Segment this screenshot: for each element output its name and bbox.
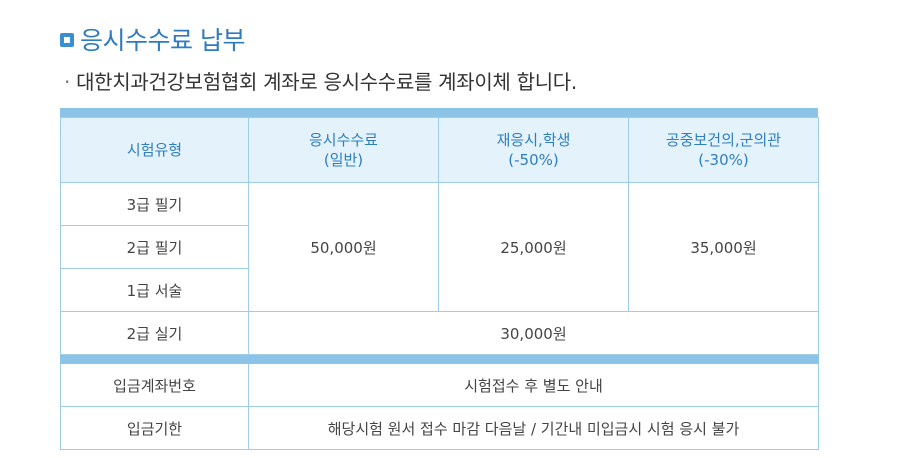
practical-type-cell: 2급 실기 — [60, 311, 249, 355]
section-heading: 응시수수료 납부 — [60, 22, 245, 56]
retake-fee-cell: 25,000원 — [438, 182, 629, 312]
table-header-row: 시험유형 응시수수료 (일반) 재응시,학생 (-50%) 공중보건의,군의관 (-3… — [60, 117, 819, 183]
table-row: 3급 필기 50,000원 25,000원 35,000원 — [60, 182, 819, 312]
square-bullet-icon — [60, 33, 74, 47]
header-general-fee: 응시수수료 (일반) — [248, 117, 439, 183]
public-military-fee-cell: 35,000원 — [628, 182, 819, 312]
section-description: · 대한치과건강보험협회 계좌로 응시수수료를 계좌이체 합니다. — [64, 66, 577, 95]
bullet-dot: · — [64, 70, 71, 94]
practical-fee-cell: 30,000원 — [248, 311, 819, 355]
general-fee-cell: 50,000원 — [248, 182, 439, 312]
table-row: 1급 서술 — [60, 268, 819, 312]
exam-type-cell: 1급 서술 — [60, 268, 249, 312]
deadline-value-cell: 해당시험 원서 접수 마감 다음날 / 기간내 미입금시 시험 응시 불가 — [248, 406, 819, 450]
table-row: 2급 필기 — [60, 225, 819, 269]
description-text: 대한치과건강보험협회 계좌로 응시수수료를 계좌이체 합니다. — [76, 70, 577, 94]
table-top-bar — [60, 108, 818, 117]
account-value-cell: 시험접수 후 별도 안내 — [248, 363, 819, 407]
section-title: 응시수수료 납부 — [80, 26, 245, 55]
exam-type-cell: 3급 필기 — [60, 182, 249, 226]
fee-table-container: 시험유형 응시수수료 (일반) 재응시,학생 (-50%) 공중보건의,군의관 (-3… — [60, 108, 819, 450]
deadline-label-cell: 입금기한 — [60, 406, 249, 450]
header-retake-student: 재응시,학생 (-50%) — [438, 117, 629, 183]
fee-table: 시험유형 응시수수료 (일반) 재응시,학생 (-50%) 공중보건의,군의관 (-3… — [60, 117, 819, 450]
table-row: 2급 실기 30,000원 — [60, 311, 819, 355]
exam-type-cell: 2급 필기 — [60, 225, 249, 269]
header-exam-type: 시험유형 — [60, 117, 249, 183]
header-public-military: 공중보건의,군의관 (-30%) — [628, 117, 819, 183]
table-row: 입금기한 해당시험 원서 접수 마감 다음날 / 기간내 미입금시 시험 응시 … — [60, 406, 819, 450]
table-divider-bar — [60, 354, 819, 364]
table-row: 입금계좌번호 시험접수 후 별도 안내 — [60, 363, 819, 407]
account-label-cell: 입금계좌번호 — [60, 363, 249, 407]
divider-cell — [60, 354, 819, 364]
